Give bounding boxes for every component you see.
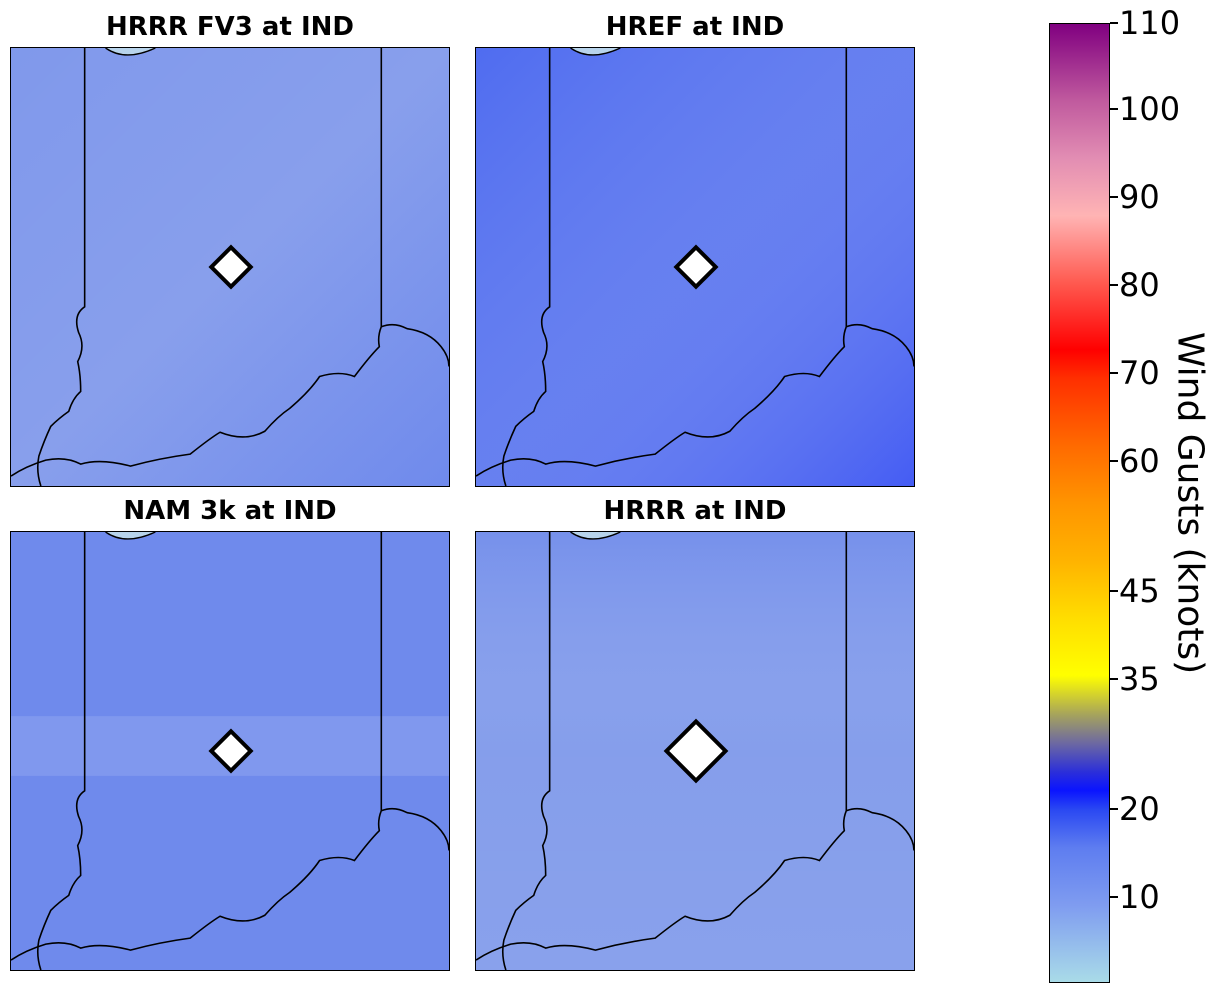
lake-michigan-outline xyxy=(570,532,621,540)
map-panel-hrrr xyxy=(475,531,915,971)
panel-title-nam-3k: NAM 3k at IND xyxy=(123,496,337,526)
panel-title-hrrr: HRRR at IND xyxy=(603,496,787,526)
station-marker-ind xyxy=(673,244,719,290)
colorbar-tick-label: 60 xyxy=(1119,441,1160,480)
colorbar-tick-label: 20 xyxy=(1119,790,1160,829)
map-panel-href xyxy=(475,47,915,487)
panel-title-href: HREF at IND xyxy=(605,12,785,42)
lake-michigan-outline xyxy=(105,48,156,56)
colorbar-tick-label: 35 xyxy=(1119,659,1160,698)
indiana-state-border xyxy=(11,532,449,970)
colorbar-tick-mark xyxy=(1110,459,1118,462)
colorbar xyxy=(1049,23,1110,983)
colorbar-tick-mark xyxy=(1110,284,1118,287)
colorbar-tick-mark xyxy=(1110,22,1118,24)
colorbar-tick-label: 110 xyxy=(1119,4,1181,42)
colorbar-tick-mark xyxy=(1110,195,1118,198)
colorbar-tick-label: 90 xyxy=(1119,177,1160,216)
map-panel-hrrr-fv3 xyxy=(10,47,450,487)
map-panel-nam-3k xyxy=(10,531,450,971)
colorbar-tick-mark xyxy=(1110,808,1118,811)
colorbar-tick-label: 100 xyxy=(1119,90,1181,129)
colorbar-tick-label: 10 xyxy=(1119,877,1160,916)
colorbar-tick-mark xyxy=(1110,108,1118,111)
station-marker-ind xyxy=(663,718,729,784)
indiana-state-border xyxy=(476,532,914,970)
station-marker-ind xyxy=(208,728,254,774)
colorbar-tick-mark xyxy=(1110,372,1118,375)
colorbar-tick-mark xyxy=(1110,895,1118,898)
colorbar-tick-mark xyxy=(1110,677,1118,680)
lake-michigan-outline xyxy=(105,532,156,540)
colorbar-tick-mark xyxy=(1110,590,1118,593)
lake-michigan-outline xyxy=(570,48,621,56)
panel-title-hrrr-fv3: HRRR FV3 at IND xyxy=(106,12,354,42)
colorbar-label: Wind Gusts (knots) xyxy=(1169,331,1211,675)
indiana-state-border xyxy=(11,48,449,486)
station-marker-ind xyxy=(208,244,254,290)
colorbar-tick-label: 45 xyxy=(1119,572,1160,611)
colorbar-tick-label: 80 xyxy=(1119,266,1160,305)
indiana-state-border xyxy=(476,48,914,486)
colorbar-tick-label: 70 xyxy=(1119,354,1160,393)
